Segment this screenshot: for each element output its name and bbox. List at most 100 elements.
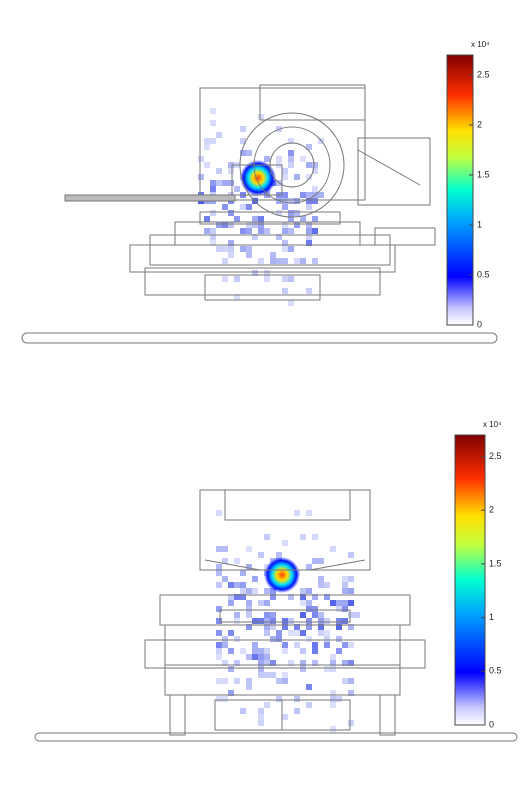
- heat-cell: [210, 234, 216, 240]
- heat-cell: [318, 192, 324, 198]
- heat-cell: [336, 600, 342, 606]
- heat-cell: [264, 624, 270, 630]
- heat-cell: [282, 246, 288, 252]
- heat-cell: [210, 180, 216, 186]
- heat-cell: [312, 558, 318, 564]
- heat-cell: [342, 678, 348, 684]
- heat-cell: [258, 618, 264, 624]
- heat-cell: [288, 150, 294, 156]
- heat-cell: [300, 648, 306, 654]
- heat-cell: [240, 588, 246, 594]
- heat-cell: [216, 648, 222, 654]
- heat-cell: [288, 594, 294, 600]
- heat-cell: [246, 204, 252, 210]
- heat-cell: [318, 582, 324, 588]
- heat-cell: [234, 618, 240, 624]
- hotspot: [240, 160, 276, 196]
- heat-cell: [234, 276, 240, 282]
- heat-cell: [234, 612, 240, 618]
- heat-cell: [336, 636, 342, 642]
- heat-cell: [228, 180, 234, 186]
- heat-cell: [312, 594, 318, 600]
- heat-cell: [222, 576, 228, 582]
- heat-cell: [228, 666, 234, 672]
- heat-cell: [282, 618, 288, 624]
- heat-cell: [300, 216, 306, 222]
- heat-cell: [336, 624, 342, 630]
- heat-cell: [258, 222, 264, 228]
- heat-cell: [348, 612, 354, 618]
- heat-cell: [246, 228, 252, 234]
- heat-cell: [288, 228, 294, 234]
- heat-cell: [240, 204, 246, 210]
- heat-cell: [336, 618, 342, 624]
- heat-cell: [288, 630, 294, 636]
- heat-cell: [252, 270, 258, 276]
- heat-cell: [216, 510, 222, 516]
- heat-cell: [348, 600, 354, 606]
- heat-cell: [240, 570, 246, 576]
- heat-cell: [204, 216, 210, 222]
- heat-cell: [342, 588, 348, 594]
- heat-cell: [294, 708, 300, 714]
- heat-cell: [306, 636, 312, 642]
- heat-cell: [270, 252, 276, 258]
- heat-cell: [318, 576, 324, 582]
- heat-cell: [288, 300, 294, 306]
- heat-cell: [288, 162, 294, 168]
- heat-cell: [324, 594, 330, 600]
- heat-cell: [240, 708, 246, 714]
- heat-cell: [312, 168, 318, 174]
- heat-cell: [288, 150, 294, 156]
- heat-cell: [330, 660, 336, 666]
- heat-cell: [276, 678, 282, 684]
- heat-cell: [252, 618, 258, 624]
- heat-cell: [246, 204, 252, 210]
- heat-cell: [342, 660, 348, 666]
- heat-cell: [216, 582, 222, 588]
- heat-cell: [246, 588, 252, 594]
- heat-cell: [234, 582, 240, 588]
- heat-cell: [216, 642, 222, 648]
- heat-cell: [234, 594, 240, 600]
- heat-cell: [234, 216, 240, 222]
- heat-cell: [330, 600, 336, 606]
- heat-cell: [300, 594, 306, 600]
- heat-cell: [300, 534, 306, 540]
- heat-cell: [222, 246, 228, 252]
- heat-cell: [252, 234, 258, 240]
- heat-cell: [270, 612, 276, 618]
- heat-cell: [222, 258, 228, 264]
- heat-cell: [282, 648, 288, 654]
- heat-cell: [264, 156, 270, 162]
- heat-cell: [300, 660, 306, 666]
- heat-cell: [216, 546, 222, 552]
- heat-cell: [276, 696, 282, 702]
- heat-cell: [336, 696, 342, 702]
- heat-cell: [330, 546, 336, 552]
- tick-label: 2.5: [489, 451, 502, 461]
- heat-cell: [282, 198, 288, 204]
- heat-cell: [294, 222, 300, 228]
- heat-cell: [288, 138, 294, 144]
- heat-cell: [258, 648, 264, 654]
- heat-cell: [240, 150, 246, 156]
- heat-cell: [252, 654, 258, 660]
- heat-cell: [276, 636, 282, 642]
- heat-cell: [210, 186, 216, 192]
- heat-cell: [204, 162, 210, 168]
- heat-cell: [246, 612, 252, 618]
- heat-cell: [348, 720, 354, 726]
- heat-cell: [216, 606, 222, 612]
- colorbars: x 10⁴ 0 0.5 1 1.5 2 2.5 x 10⁴ 0 0.5 1 1.5 2 2.5: [446, 40, 502, 729]
- heat-cell: [264, 630, 270, 636]
- heat-cell: [228, 162, 234, 168]
- heat-cell: [342, 618, 348, 624]
- heat-cell: [246, 606, 252, 612]
- machine-drawing-top: [21, 84, 498, 344]
- tick-label: 2.5: [477, 69, 490, 79]
- heat-cell: [210, 228, 216, 234]
- heat-cell: [282, 276, 288, 282]
- heat-cell: [312, 642, 318, 648]
- tick-label: 0.5: [477, 269, 490, 279]
